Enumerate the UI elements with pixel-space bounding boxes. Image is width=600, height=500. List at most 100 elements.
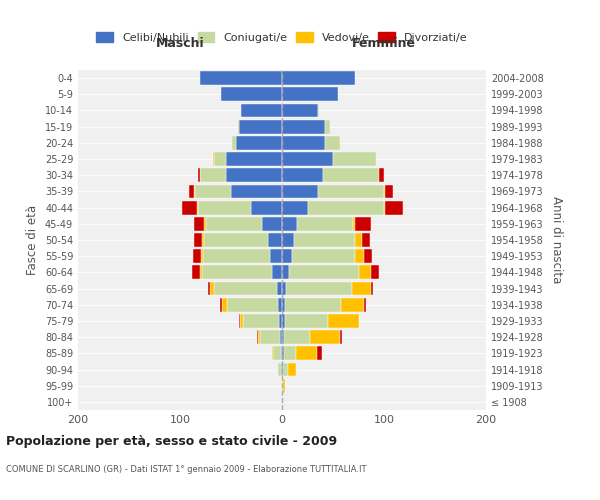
Bar (282, 233, 294, 247)
Bar (310, 330, 340, 344)
Bar (281, 362, 282, 376)
Bar (194, 184, 196, 198)
Bar (308, 200, 384, 214)
Bar (280, 330, 282, 344)
Bar (318, 184, 384, 198)
Bar (205, 217, 262, 230)
Bar (209, 282, 214, 296)
Bar (385, 184, 393, 198)
Bar (340, 330, 342, 344)
Bar (284, 346, 296, 360)
Bar (278, 362, 281, 376)
Bar (384, 200, 385, 214)
Text: Femmine: Femmine (352, 37, 416, 50)
Bar (281, 346, 282, 360)
Legend: Celibi/Nubili, Coniugati/e, Vedovi/e, Divorziati/e: Celibi/Nubili, Coniugati/e, Vedovi/e, Di… (92, 28, 472, 48)
Bar (282, 152, 333, 166)
Bar (317, 346, 322, 360)
Bar (355, 217, 371, 230)
Bar (282, 250, 292, 263)
Y-axis label: Fasce di età: Fasce di età (26, 205, 39, 275)
Bar (202, 266, 272, 280)
Bar (283, 379, 285, 392)
Bar (341, 298, 364, 312)
Bar (278, 298, 282, 312)
Bar (282, 298, 285, 312)
Bar (279, 314, 282, 328)
Bar (355, 250, 364, 263)
Bar (298, 217, 353, 230)
Bar (282, 314, 285, 328)
Bar (199, 200, 251, 214)
Bar (282, 217, 298, 230)
Bar (214, 152, 226, 166)
Bar (272, 266, 282, 280)
Bar (362, 233, 370, 247)
Bar (289, 266, 359, 280)
Bar (364, 298, 365, 312)
Bar (379, 168, 384, 182)
Bar (282, 362, 283, 376)
Bar (182, 200, 197, 214)
Bar (257, 330, 260, 344)
Bar (282, 379, 283, 392)
Bar (285, 314, 328, 328)
Bar (296, 346, 317, 360)
Bar (272, 346, 273, 360)
Text: Popolazione per età, sesso e stato civile - 2009: Popolazione per età, sesso e stato civil… (6, 435, 337, 448)
Bar (212, 152, 214, 166)
Bar (260, 330, 280, 344)
Bar (359, 266, 371, 280)
Bar (284, 330, 310, 344)
Bar (262, 217, 282, 230)
Bar (282, 266, 289, 280)
Bar (197, 200, 199, 214)
Bar (318, 104, 319, 118)
Bar (292, 250, 355, 263)
Bar (236, 136, 282, 149)
Bar (273, 346, 281, 360)
Bar (282, 136, 325, 149)
Bar (200, 71, 282, 85)
Bar (282, 168, 323, 182)
Bar (221, 88, 282, 101)
Bar (226, 168, 282, 182)
Bar (205, 233, 268, 247)
Bar (286, 282, 352, 296)
Bar (268, 233, 282, 247)
Bar (238, 120, 239, 134)
Bar (371, 266, 379, 280)
Bar (371, 282, 373, 296)
Bar (232, 136, 236, 149)
Bar (282, 71, 355, 85)
Bar (294, 233, 355, 247)
Bar (288, 362, 296, 376)
Bar (240, 314, 243, 328)
Bar (352, 282, 371, 296)
Bar (202, 233, 205, 247)
Bar (226, 152, 282, 166)
Bar (364, 250, 372, 263)
Bar (282, 200, 308, 214)
Bar (282, 120, 325, 134)
Bar (227, 298, 278, 312)
Bar (283, 362, 288, 376)
Bar (282, 346, 284, 360)
Y-axis label: Anni di nascita: Anni di nascita (550, 196, 563, 284)
Text: COMUNE DI SCARLINO (GR) - Dati ISTAT 1° gennaio 2009 - Elaborazione TUTTITALIA.I: COMUNE DI SCARLINO (GR) - Dati ISTAT 1° … (6, 465, 367, 474)
Bar (239, 314, 240, 328)
Bar (325, 136, 340, 149)
Bar (251, 200, 282, 214)
Bar (194, 217, 205, 230)
Bar (270, 250, 282, 263)
Bar (285, 298, 341, 312)
Bar (282, 104, 318, 118)
Bar (200, 168, 226, 182)
Bar (353, 217, 355, 230)
Bar (222, 298, 227, 312)
Bar (328, 314, 359, 328)
Bar (333, 152, 376, 166)
Bar (282, 184, 318, 198)
Bar (385, 200, 403, 214)
Bar (239, 120, 282, 134)
